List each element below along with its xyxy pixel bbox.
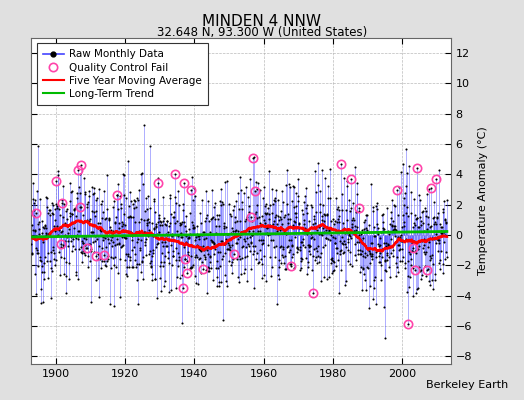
Y-axis label: Temperature Anomaly (°C): Temperature Anomaly (°C) bbox=[477, 127, 487, 275]
Text: MINDEN 4 NNW: MINDEN 4 NNW bbox=[202, 14, 322, 29]
Legend: Raw Monthly Data, Quality Control Fail, Five Year Moving Average, Long-Term Tren: Raw Monthly Data, Quality Control Fail, … bbox=[37, 43, 208, 105]
Text: Berkeley Earth: Berkeley Earth bbox=[426, 380, 508, 390]
Text: 32.648 N, 93.300 W (United States): 32.648 N, 93.300 W (United States) bbox=[157, 26, 367, 39]
